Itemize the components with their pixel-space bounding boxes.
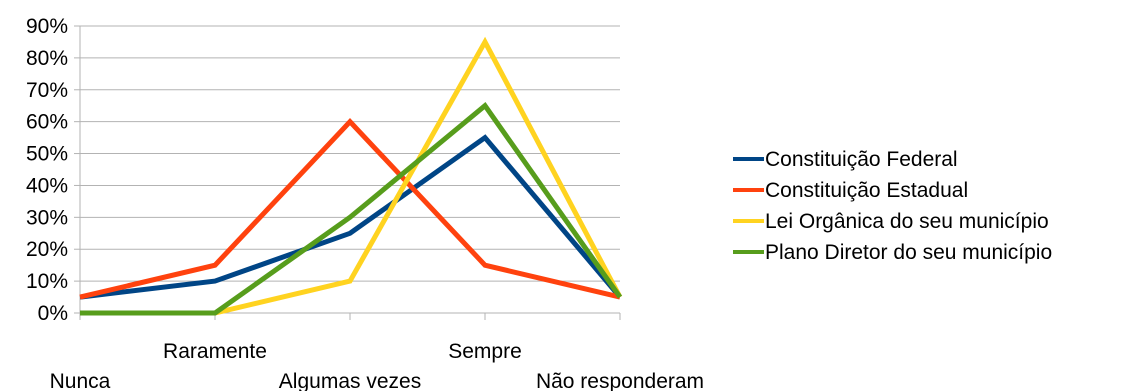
y-tick-label: 10%: [26, 270, 68, 293]
x-axis-ticks: Nunca Raramente Algumas vezes Sempre Não res…: [50, 313, 704, 391]
y-tick-label: 0%: [38, 302, 68, 325]
y-tick-label: 50%: [26, 143, 68, 166]
legend-label: Lei Orgânica do seu município: [765, 210, 1049, 233]
y-tick-label: 30%: [26, 206, 68, 229]
grid-lines: [79, 25, 620, 314]
legend-label: Constituição Estadual: [765, 179, 968, 202]
y-tick-label: 20%: [26, 238, 68, 261]
legend-label: Constituição Federal: [765, 148, 958, 171]
y-tick-label: 70%: [26, 79, 68, 102]
y-tick-label: 80%: [26, 47, 68, 70]
series-line: [79, 118, 621, 300]
series-line: [80, 36, 623, 316]
y-tick-label: 40%: [26, 174, 68, 197]
series-line: [80, 102, 623, 316]
x-tick-label: Não responderam: [536, 370, 704, 391]
series-line: [79, 134, 622, 300]
series-lines: [79, 36, 623, 316]
x-tick-label: Nunca: [50, 370, 111, 391]
legend-label: Plano Diretor do seu município: [765, 241, 1052, 264]
legend: Constituição Federal Constituição Estadua…: [733, 148, 1052, 264]
y-axis-ticks: 0% 10% 20% 30% 40% 50% 60% 70% 80% 90%: [26, 15, 80, 325]
x-tick-label: Algumas vezes: [279, 370, 421, 391]
y-tick-label: 90%: [26, 15, 68, 38]
y-tick-label: 60%: [26, 111, 68, 134]
x-tick-label: Sempre: [448, 340, 522, 363]
x-tick-label: Raramente: [163, 340, 267, 363]
